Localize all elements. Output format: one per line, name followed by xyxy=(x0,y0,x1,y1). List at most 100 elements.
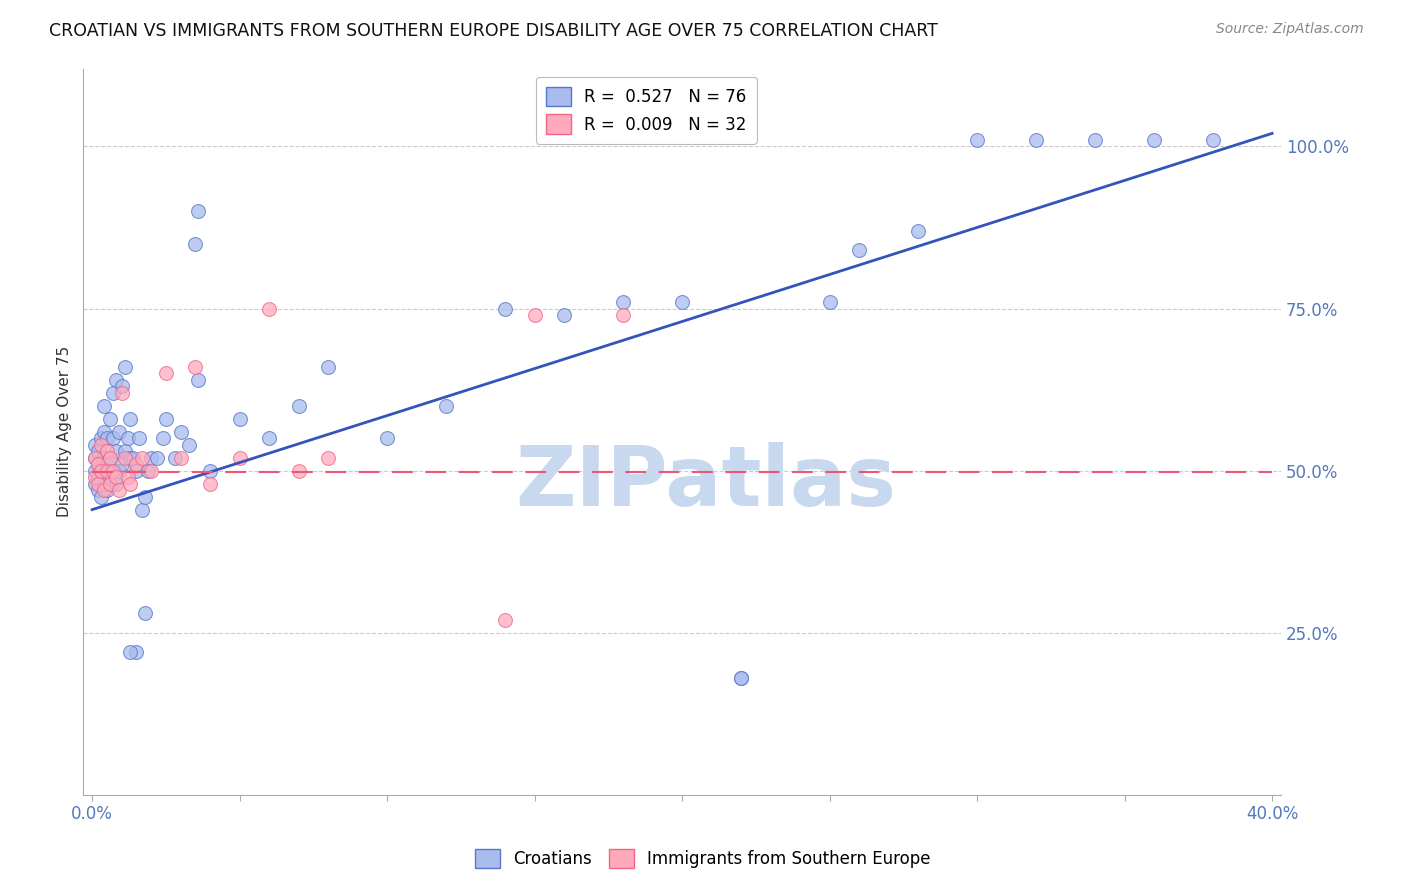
Point xyxy=(96,431,118,445)
Point xyxy=(155,367,177,381)
Point xyxy=(98,412,121,426)
Point xyxy=(96,444,118,458)
Point xyxy=(84,450,107,465)
Point xyxy=(84,476,107,491)
Point xyxy=(966,133,988,147)
Point xyxy=(1202,133,1225,147)
Point xyxy=(612,308,634,322)
Point xyxy=(120,450,142,465)
Point xyxy=(117,431,139,445)
Point xyxy=(98,450,121,465)
Point xyxy=(257,431,280,445)
Point xyxy=(87,470,110,484)
Point xyxy=(139,450,162,465)
Point xyxy=(1025,133,1047,147)
Point xyxy=(90,464,112,478)
Point xyxy=(101,431,124,445)
Text: ZIPatlas: ZIPatlas xyxy=(516,442,897,523)
Point xyxy=(111,457,134,471)
Point xyxy=(93,450,115,465)
Point xyxy=(96,464,118,478)
Legend: R =  0.527   N = 76, R =  0.009   N = 32: R = 0.527 N = 76, R = 0.009 N = 32 xyxy=(536,77,756,144)
Point xyxy=(90,464,112,478)
Point xyxy=(136,464,159,478)
Point xyxy=(316,450,339,465)
Point xyxy=(494,301,516,316)
Point xyxy=(287,399,309,413)
Point xyxy=(98,450,121,465)
Point xyxy=(104,444,127,458)
Point xyxy=(117,470,139,484)
Point xyxy=(198,476,221,491)
Point xyxy=(101,464,124,478)
Point xyxy=(125,464,148,478)
Point xyxy=(87,476,110,491)
Point xyxy=(93,476,115,491)
Point xyxy=(90,490,112,504)
Point xyxy=(163,450,186,465)
Point xyxy=(93,425,115,439)
Point xyxy=(104,470,127,484)
Point xyxy=(84,470,107,484)
Point xyxy=(730,671,752,685)
Point xyxy=(84,450,107,465)
Point xyxy=(612,295,634,310)
Point xyxy=(671,295,693,310)
Legend: Croatians, Immigrants from Southern Europe: Croatians, Immigrants from Southern Euro… xyxy=(468,842,938,875)
Point xyxy=(98,476,121,491)
Point xyxy=(131,502,153,516)
Point xyxy=(848,243,870,257)
Point xyxy=(101,385,124,400)
Point xyxy=(96,483,118,498)
Point xyxy=(125,457,148,471)
Point xyxy=(316,359,339,374)
Point xyxy=(198,464,221,478)
Point xyxy=(184,359,207,374)
Point xyxy=(134,607,156,621)
Point xyxy=(107,425,129,439)
Point xyxy=(98,476,121,491)
Point xyxy=(101,464,124,478)
Point xyxy=(134,490,156,504)
Point xyxy=(114,359,136,374)
Point xyxy=(93,399,115,413)
Point xyxy=(111,385,134,400)
Point xyxy=(730,671,752,685)
Point xyxy=(907,224,929,238)
Point xyxy=(187,373,209,387)
Point xyxy=(87,483,110,498)
Point xyxy=(104,476,127,491)
Point xyxy=(139,464,162,478)
Point xyxy=(169,425,191,439)
Point xyxy=(146,450,169,465)
Point xyxy=(184,236,207,251)
Point xyxy=(228,412,250,426)
Point xyxy=(96,457,118,471)
Text: Source: ZipAtlas.com: Source: ZipAtlas.com xyxy=(1216,22,1364,37)
Point xyxy=(494,613,516,627)
Point xyxy=(1084,133,1107,147)
Point xyxy=(114,450,136,465)
Point xyxy=(104,373,127,387)
Point xyxy=(375,431,398,445)
Point xyxy=(84,438,107,452)
Point xyxy=(155,412,177,426)
Point xyxy=(93,483,115,498)
Point xyxy=(553,308,575,322)
Point xyxy=(434,399,457,413)
Point xyxy=(107,464,129,478)
Point xyxy=(90,431,112,445)
Point xyxy=(122,450,145,465)
Point xyxy=(228,450,250,465)
Text: CROATIAN VS IMMIGRANTS FROM SOUTHERN EUROPE DISABILITY AGE OVER 75 CORRELATION C: CROATIAN VS IMMIGRANTS FROM SOUTHERN EUR… xyxy=(49,22,938,40)
Point xyxy=(287,464,309,478)
Point xyxy=(120,645,142,659)
Point xyxy=(84,464,107,478)
Point xyxy=(125,645,148,659)
Point xyxy=(120,412,142,426)
Point xyxy=(179,438,201,452)
Point xyxy=(114,444,136,458)
Y-axis label: Disability Age Over 75: Disability Age Over 75 xyxy=(58,346,72,517)
Point xyxy=(128,431,150,445)
Point xyxy=(818,295,841,310)
